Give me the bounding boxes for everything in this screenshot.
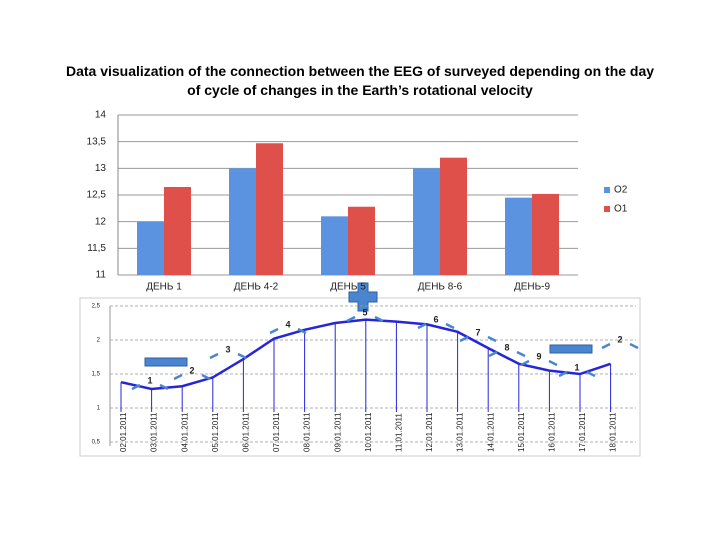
x-tick-label: ДЕНЬ 4-2 [234,282,279,293]
arrow [209,352,247,360]
minus-sign [144,357,188,367]
bar [532,193,559,275]
point-label: 1 [574,362,579,372]
y-tick-label: 0,5 [92,440,101,446]
point-label: 2 [189,365,194,375]
y-tick-label: 11 [96,270,107,281]
x-tick-label: ДЕНЬ 5 [330,282,366,293]
point-label: 2 [617,334,622,344]
chart-title: Data visualization of the connection bet… [65,63,655,98]
arrow [459,335,497,343]
legend-label: O1 [614,204,628,215]
arrow [601,342,639,350]
y-tick-label: 1,5 [92,372,101,378]
legend-swatch [604,206,610,212]
y-tick-label: 2,5 [92,304,101,310]
x-tick-label: 13.01.2011 [456,412,465,452]
arrow [488,350,526,358]
point-label: 9 [536,351,541,361]
x-tick-label: 04.01.2011 [180,412,189,452]
arrow [558,370,596,378]
point-label: 5 [362,307,367,317]
x-tick-label: 12.01.2011 [425,412,434,452]
arrow [269,327,307,335]
minus-sign [549,344,593,354]
bar [413,168,440,275]
arrow [131,383,169,391]
arrow [520,359,558,367]
y-tick-label: 12,5 [87,190,107,201]
line [120,318,611,391]
y-tick-label: 2 [97,338,101,344]
arrow [346,315,384,323]
bar [440,157,467,275]
bar [348,206,375,275]
x-tick-label: 09.01.2011 [333,412,342,452]
plus-sign [348,282,378,312]
x-tick-label: 02.01.2011 [119,412,128,452]
x-tick-label: 11.01.2011 [395,413,404,452]
legend-label: O2 [614,185,628,196]
point-label: 7 [475,327,480,337]
bar [321,216,348,275]
x-tick-label: ДЕНЬ 8-6 [418,282,463,293]
bar [229,168,256,275]
x-tick-label: 15.01.2011 [517,412,526,452]
x-tick-label: 07.01.2011 [272,412,281,452]
y-tick-label: 1 [97,406,101,412]
point-label: 4 [285,319,290,329]
x-tick-label: ДЕНЬ-9 [514,282,551,293]
y-tick-label: 11,5 [87,243,106,254]
x-tick-label: 08.01.2011 [303,412,312,452]
x-tick-label: 16.01.2011 [548,412,557,452]
x-tick-label: 17.01.2011 [578,412,587,452]
point-label: 8 [504,342,509,352]
point-label: 1 [147,375,152,385]
x-tick-label: 05.01.2011 [211,412,220,452]
x-tick-label: 03.01.2011 [150,412,159,452]
bar [256,143,283,275]
point-label: 6 [433,314,438,324]
y-tick-label: 12 [95,216,107,227]
y-tick-label: 13,5 [87,136,107,147]
arrow [417,322,455,330]
point-label: 3 [225,344,230,354]
x-tick-label: 10.01.2011 [364,412,373,452]
bar [164,187,191,275]
x-tick-label: ДЕНЬ 1 [146,282,182,293]
x-tick-label: 14.01.2011 [486,412,495,452]
y-tick-label: 13 [95,163,107,174]
bar [505,197,532,275]
x-tick-label: 06.01.2011 [242,412,251,452]
bar [137,221,164,275]
legend-swatch [604,187,610,193]
x-tick-label: 18.01.2011 [609,412,618,452]
y-tick-label: 14 [95,110,107,121]
arrow [173,373,211,381]
